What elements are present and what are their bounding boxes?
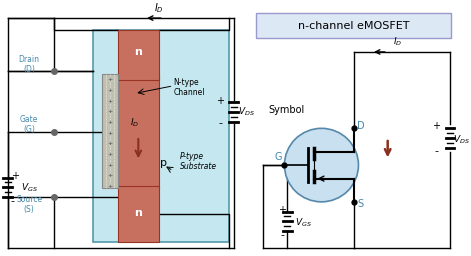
Text: $I_D$: $I_D$ — [130, 116, 139, 129]
Text: $V_{DS}$: $V_{DS}$ — [238, 106, 254, 118]
Text: n: n — [134, 47, 142, 57]
Text: +: + — [107, 120, 113, 125]
Text: Symbol: Symbol — [268, 105, 304, 115]
Text: +: + — [107, 163, 113, 168]
Text: +: + — [11, 171, 19, 181]
Text: Drain
(D): Drain (D) — [19, 55, 40, 74]
Text: +: + — [107, 141, 113, 146]
Text: -: - — [11, 196, 15, 206]
Text: +: + — [107, 99, 113, 104]
Text: +: + — [107, 173, 113, 178]
Text: S: S — [357, 199, 364, 209]
Text: n-channel eMOSFET: n-channel eMOSFET — [298, 21, 409, 31]
Text: $V_{DS}$: $V_{DS}$ — [453, 134, 470, 146]
Text: +: + — [107, 78, 113, 82]
Text: G: G — [275, 152, 283, 162]
Text: n: n — [134, 208, 142, 218]
Text: Source
(S): Source (S) — [16, 195, 42, 215]
Bar — [118, 74, 159, 188]
Text: +: + — [216, 96, 224, 106]
Text: $I_D$: $I_D$ — [154, 1, 163, 15]
Text: +: + — [107, 184, 113, 189]
Text: -: - — [218, 119, 222, 129]
Text: p: p — [160, 158, 167, 168]
Text: +: + — [107, 152, 113, 157]
Text: +: + — [107, 109, 113, 114]
Text: N-type
Channel: N-type Channel — [173, 78, 205, 98]
Text: -: - — [434, 146, 439, 157]
Text: +: + — [107, 131, 113, 136]
Text: P-type
Substrate: P-type Substrate — [180, 152, 217, 171]
Bar — [92, 30, 229, 242]
Bar — [118, 186, 159, 242]
Text: -: - — [281, 230, 284, 240]
Circle shape — [284, 128, 358, 202]
Text: +: + — [432, 121, 440, 131]
Text: +: + — [107, 88, 113, 93]
Text: D: D — [357, 121, 365, 131]
Text: $I_D$: $I_D$ — [392, 36, 402, 48]
Text: +: + — [278, 205, 286, 215]
Text: $V_{GS}$: $V_{GS}$ — [21, 181, 38, 194]
Bar — [102, 74, 118, 188]
Bar — [256, 13, 451, 38]
Text: $V_{GS}$: $V_{GS}$ — [295, 217, 312, 229]
Text: Gate
(G): Gate (G) — [20, 115, 39, 134]
Bar — [118, 30, 159, 80]
